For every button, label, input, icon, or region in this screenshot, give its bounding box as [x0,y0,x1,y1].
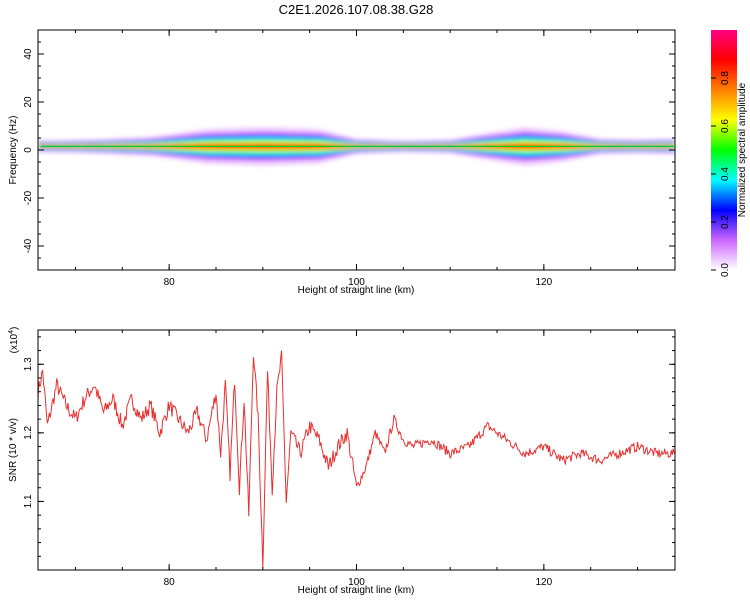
x-tick-label: 100 [348,277,365,288]
x-tick-label: 120 [536,277,553,288]
snr-x-ticks: 80 100 120 [74,330,639,588]
spectrogram-x-label: Height of straight line (km) [298,285,415,296]
colorbar-tick-label: 0.8 [720,71,731,85]
x-tick-label: 80 [164,577,176,588]
y-tick-label: 40 [23,48,34,60]
snr-panel: 80 100 120 1.1 1.2 1.3 Height of straight li… [8,327,676,596]
colorbar-gradient [711,30,737,270]
snr-multiplier: (x104) [8,327,20,354]
snr-y-ticks: 1.1 1.2 1.3 [23,336,675,571]
snr-x-label: Height of straight line (km) [298,585,415,596]
colorbar-tick-label: 0.6 [720,119,731,133]
y-tick-label: -20 [23,190,34,205]
snr-multiplier-prefix: (x10 [9,333,20,353]
colorbar-tick-label: 0.2 [720,215,731,229]
colorbar: 0.0 0.2 0.4 0.6 0.8 Normalized spectral ampl… [711,30,748,277]
spectrogram-panel: 80 100 120 40 20 0 -20 -40 Height of straight … [8,29,676,296]
x-tick-label: 80 [164,277,176,288]
colorbar-tick-label: 0.4 [720,167,731,181]
y-tick-label: 1.3 [23,357,34,371]
y-tick-label: -40 [23,238,34,253]
colorbar-ticks: 0.0 0.2 0.4 0.6 0.8 [711,71,731,277]
y-tick-label: 1.2 [23,425,34,439]
snr-multiplier-suffix: ) [9,327,20,330]
snr-y-label: SNR (10 * v/v) [8,418,19,482]
x-tick-label: 100 [348,577,365,588]
spectrogram-y-ticks: 40 20 0 -20 -40 [23,29,675,271]
figure-title: C2E1.2026.107.08.38.G28 [279,2,434,17]
colorbar-label: Normalized spectral amplitude [737,82,748,217]
snr-background [38,330,675,570]
colorbar-tick-label: 0.0 [720,263,731,277]
snr-series-line [38,350,675,569]
y-tick-label: 1.1 [23,494,34,508]
y-tick-label: 0 [23,147,34,153]
y-tick-label: 20 [23,96,34,108]
spectrogram-x-ticks: 80 100 120 [74,30,639,288]
snr-multiplier-exponent: 4 [8,330,15,334]
x-tick-label: 120 [536,577,553,588]
spectrogram-y-label: Frequency (Hz) [8,116,19,185]
